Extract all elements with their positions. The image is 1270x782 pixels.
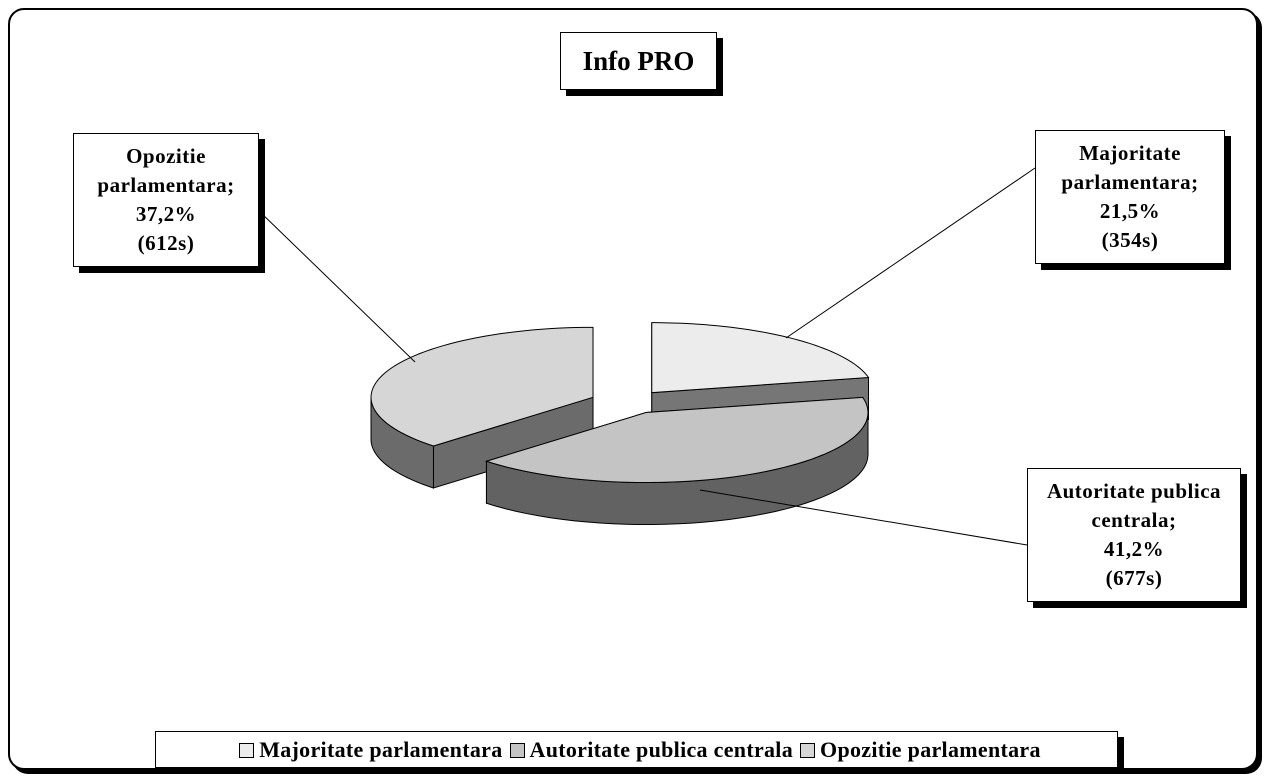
leader-line [785,167,1036,339]
data-label: Autoritate publica centrala; 41,2% (677s) [1027,468,1241,602]
label-value: 37,2% [135,202,197,226]
label-separator: ; [1168,508,1177,532]
legend-swatch [239,743,255,758]
pie [370,322,870,526]
leader-line [257,209,416,363]
data-label: Majoritate parlamentara; 21,5% (354s) [1035,130,1225,264]
slice-top [370,326,594,447]
legend-label: Autoritate publica centrala [529,737,794,762]
data-label: Opozitie parlamentara; 37,2% (612s) [73,133,259,267]
chart-title: Info PRO [560,32,717,90]
slice [370,326,594,489]
slice-top [484,396,869,484]
slice-top [651,322,870,394]
label-value: 41,2% [1103,537,1165,561]
label-separator: ; [1191,170,1199,194]
slice [484,396,869,526]
legend-label: Majoritate parlamentara [259,737,503,762]
label-category: Autoritate publica centrala [1046,479,1222,532]
label-value: 21,5% [1099,199,1161,223]
label-duration: (612s) [137,231,195,255]
legend: Majoritate parlamentara Autoritate public… [155,731,1118,768]
legend-swatch [800,743,816,758]
label-category: Opozitie parlamentara [97,144,228,197]
legend-swatch [509,743,525,758]
leader-line [699,489,1028,546]
legend-label: Opozitie parlamentara [820,737,1041,762]
label-duration: (354s) [1101,228,1159,252]
label-category: Majoritate parlamentara [1061,141,1192,194]
leader-lines [257,167,1036,546]
label-separator: ; [227,173,235,197]
label-duration: (677s) [1105,566,1163,590]
